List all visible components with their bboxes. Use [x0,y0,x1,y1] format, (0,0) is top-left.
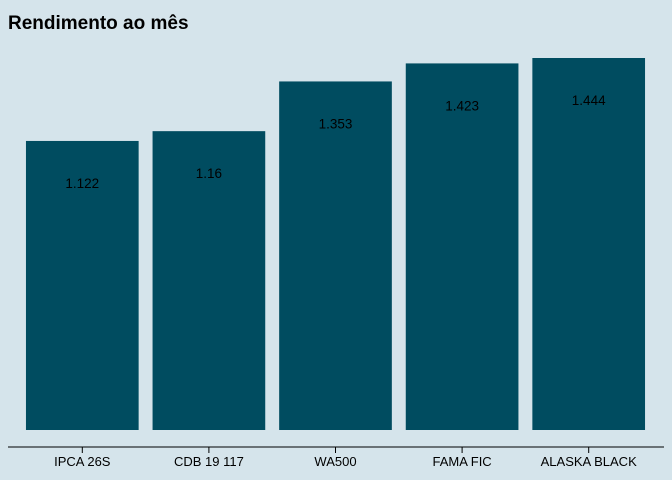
bar-0 [25,140,139,430]
bar-value-label-2: 1.353 [319,116,353,131]
bars-group [25,58,646,431]
x-tick-label-4: ALASKA BLACK [541,454,637,469]
x-tick-label-0: IPCA 26S [54,454,111,469]
x-tick-label-3: FAMA FIC [432,454,491,469]
bar-labels-group: 1.122 1.16 1.353 1.423 1.444 [65,93,606,191]
x-ticks-group [81,447,590,453]
x-tick-label-2: WA500 [314,454,356,469]
x-tick-labels-group: IPCA 26S CDB 19 117 WA500 FAMA FIC ALASKA BL… [54,454,637,469]
bar-value-label-0: 1.122 [65,176,99,191]
bar-value-label-1: 1.16 [196,166,222,181]
bar-value-label-4: 1.444 [572,93,606,108]
bar-value-label-3: 1.423 [445,98,479,113]
x-tick-label-1: CDB 19 117 [174,454,244,469]
bar-4 [532,58,646,430]
chart-title: Rendimento ao mês [8,13,189,34]
bar-2 [279,81,392,431]
bar-1 [152,131,266,430]
bar-3 [405,63,519,430]
